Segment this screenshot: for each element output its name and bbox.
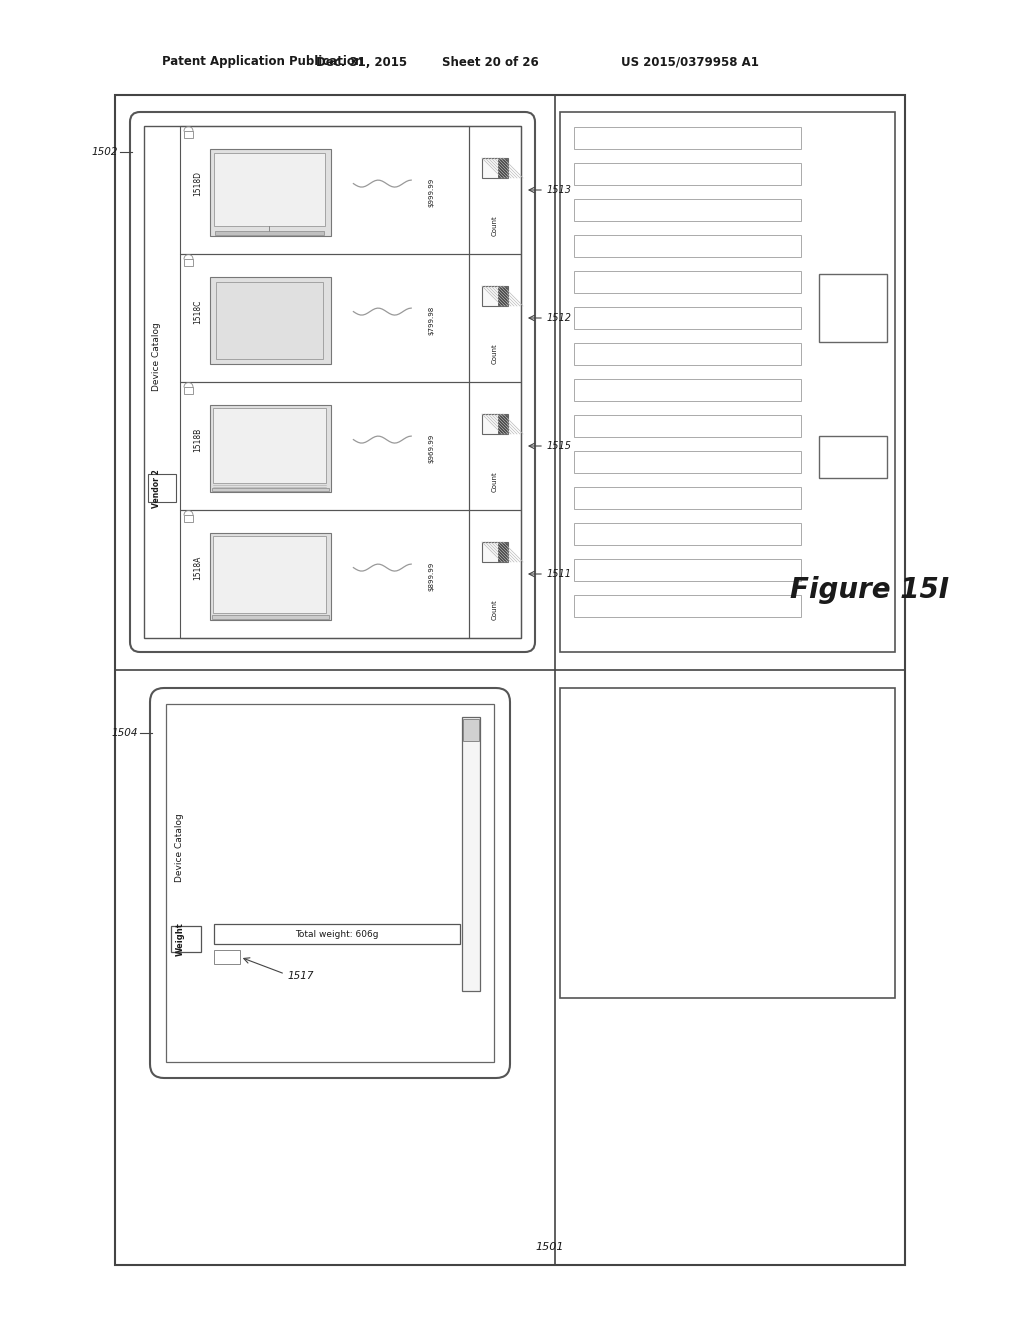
Text: Count: Count [492,215,498,236]
Bar [214,924,460,944]
Bar [184,131,193,139]
Bar [498,286,507,305]
Bar [210,277,332,364]
Bar [215,231,325,235]
Bar [144,125,521,638]
Bar [171,925,201,952]
Bar [180,125,469,253]
Text: 1512: 1512 [547,313,572,323]
Bar [574,451,801,473]
Bar [184,515,193,521]
Text: 1501: 1501 [536,1242,564,1251]
Bar [469,253,521,381]
Bar [482,158,508,178]
Bar [469,381,521,510]
Bar [469,510,521,638]
Bar [180,381,469,510]
Bar [148,474,176,502]
Text: $899.99: $899.99 [428,562,434,591]
Bar [184,259,193,267]
Text: 1515: 1515 [547,441,572,451]
Bar [574,379,801,401]
Text: Dec. 31, 2015: Dec. 31, 2015 [316,55,408,69]
Bar [574,343,801,366]
Bar [212,488,330,491]
Text: Sheet 20 of 26: Sheet 20 of 26 [441,55,539,69]
Text: US 2015/0379958 A1: US 2015/0379958 A1 [622,55,759,69]
Bar [210,533,332,620]
Bar [574,235,801,257]
Text: Weight: Weight [175,923,184,956]
Bar [213,408,327,483]
Bar [574,487,801,510]
Text: Count: Count [492,599,498,620]
Text: 1518B: 1518B [194,428,203,451]
Bar [115,95,905,1265]
Bar [574,414,801,437]
Bar [574,595,801,618]
Bar [210,149,332,236]
Bar [498,158,507,177]
Text: 1518D: 1518D [194,172,203,197]
Bar [574,127,801,149]
Bar [213,536,327,612]
Text: Device Catalog: Device Catalog [153,322,161,391]
Bar [574,199,801,222]
Text: Device Catalog: Device Catalog [175,813,184,882]
Text: Patent Application Publication: Patent Application Publication [162,55,364,69]
Bar [482,286,508,306]
Text: Vendor 2: Vendor 2 [153,469,161,507]
Bar [180,510,469,638]
Bar [498,414,507,433]
Bar [819,275,887,342]
Text: Count: Count [492,471,498,492]
Bar [498,543,507,561]
Bar [214,950,240,964]
Bar [819,436,887,478]
Bar [184,387,193,393]
Text: 1513: 1513 [547,185,572,195]
Bar [216,282,324,359]
Bar [574,306,801,329]
Bar [212,615,330,619]
Text: 1518C: 1518C [194,300,203,323]
Bar [214,153,326,226]
Bar [574,558,801,581]
Text: 1517: 1517 [287,972,313,981]
Text: 1518A: 1518A [194,556,203,579]
Text: 1511: 1511 [547,569,572,579]
Text: $969.99: $969.99 [428,434,434,463]
Text: $999.99: $999.99 [428,178,434,207]
Bar [574,271,801,293]
Text: Total weight: 606g: Total weight: 606g [295,929,379,939]
Text: Count: Count [492,343,498,364]
Bar [574,162,801,185]
Bar [469,125,521,253]
Bar [574,523,801,545]
Bar [560,112,895,652]
Bar [462,717,480,990]
Bar [210,405,332,492]
Text: 1502: 1502 [91,147,118,157]
Bar [482,414,508,434]
Bar [560,688,895,998]
Bar [482,543,508,562]
Text: 1504: 1504 [112,729,138,738]
Text: Figure 15I: Figure 15I [791,576,949,605]
Bar [180,253,469,381]
Text: $799.98: $799.98 [428,306,434,335]
Bar [166,704,494,1063]
Bar [463,719,479,741]
